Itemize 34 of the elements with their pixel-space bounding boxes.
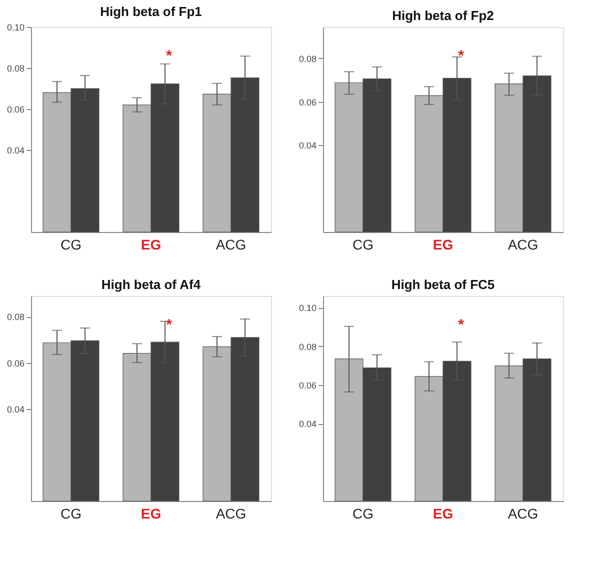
y-tick-label: 0.06 bbox=[298, 97, 316, 108]
y-tick-label: 0.04 bbox=[6, 404, 24, 414]
x-tick-label: CG bbox=[352, 506, 374, 522]
chart-title: High beta of Fp2 bbox=[392, 8, 494, 23]
y-tick-label: 0.08 bbox=[6, 64, 24, 74]
y-tick-label: 0.04 bbox=[298, 419, 316, 430]
annotation: * bbox=[458, 48, 464, 65]
x-tick-label: ACG bbox=[508, 506, 538, 522]
x-tick-label: CG bbox=[352, 236, 374, 252]
y-tick-label: 0.10 bbox=[298, 303, 316, 314]
x-tick-label: ACG bbox=[508, 236, 538, 252]
y-tick-label: 0.04 bbox=[298, 140, 316, 151]
annotation: * bbox=[166, 316, 172, 334]
x-tick-label: CG bbox=[60, 236, 82, 252]
x-tick-label: ACG bbox=[216, 236, 246, 252]
x-tick-label: EG bbox=[140, 236, 162, 252]
y-tick-label: 0.08 bbox=[298, 342, 316, 352]
chart-title: High beta of FC5 bbox=[391, 277, 495, 292]
x-tick-label: EG bbox=[432, 506, 454, 522]
y-tick-label: 0.06 bbox=[6, 104, 24, 114]
y-tick-label: 0.10 bbox=[6, 22, 24, 32]
annotation: * bbox=[458, 316, 464, 334]
y-tick-label: 0.08 bbox=[6, 312, 24, 322]
x-tick-label: EG bbox=[432, 236, 454, 252]
y-tick-label: 0.06 bbox=[6, 358, 24, 368]
chart-title: High beta of Af4 bbox=[101, 277, 202, 292]
chart-title: High beta of Fp1 bbox=[100, 4, 202, 19]
annotation: * bbox=[166, 48, 172, 65]
x-tick-label: EG bbox=[140, 506, 162, 522]
y-tick-label: 0.08 bbox=[298, 54, 316, 64]
x-tick-label: ACG bbox=[216, 506, 246, 522]
x-tick-label: CG bbox=[60, 506, 82, 522]
y-tick-label: 0.06 bbox=[298, 380, 316, 390]
y-tick-label: 0.04 bbox=[6, 146, 24, 156]
